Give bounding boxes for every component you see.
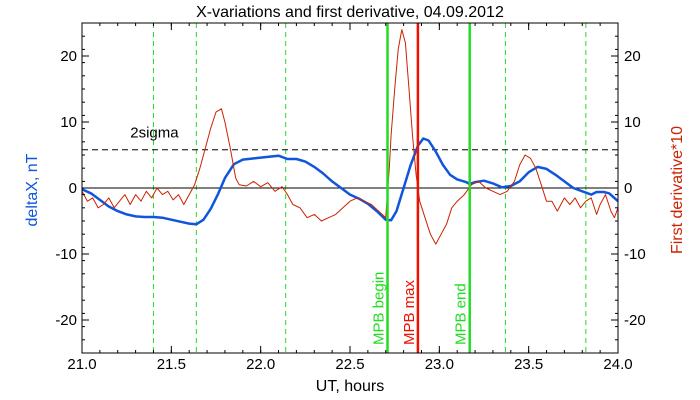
- x-tick-label: 22.0: [246, 356, 275, 373]
- x-tick-label: 21.5: [157, 356, 186, 373]
- x-tick-label: 24.0: [603, 356, 632, 373]
- x-tick-label: 23.5: [514, 356, 543, 373]
- y-axis-left-label: deltaX, nT: [24, 153, 41, 226]
- y-tick-label-left: 20: [60, 48, 77, 65]
- sigma-label: 2sigma: [130, 125, 179, 142]
- y-tick-label-right: -10: [624, 246, 646, 263]
- y-tick-label-left: 0: [69, 180, 77, 197]
- y-tick-label-right: 0: [624, 180, 632, 197]
- y-tick-label-right: 10: [624, 114, 641, 131]
- x-axis-label: UT, hours: [316, 378, 384, 395]
- x-tick-label: 23.0: [425, 356, 454, 373]
- deltax-series-line: [82, 137, 618, 226]
- mpb-end-label: MPB end: [453, 283, 470, 345]
- mpb-max-label: MPB max: [401, 279, 418, 345]
- y-tick-label-left: 10: [60, 114, 77, 131]
- plot-area: 2sigma MPB begin MPB max MPB end 21.0 21.5 22.…: [55, 22, 646, 373]
- mpb-begin-label: MPB begin: [371, 272, 388, 345]
- y-tick-label-right: -20: [624, 312, 646, 329]
- chart-title: X-variations and first derivative, 04.09…: [196, 4, 504, 21]
- x-tick-label: 21.0: [67, 356, 96, 373]
- y-axis-right-label: First derivative*10: [669, 126, 686, 254]
- y-tick-label-left: -20: [55, 312, 77, 329]
- x-tick-label: 22.5: [335, 356, 364, 373]
- y-tick-label-right: 20: [624, 48, 641, 65]
- y-tick-label-left: -10: [55, 246, 77, 263]
- derivative-series-line: [82, 29, 618, 245]
